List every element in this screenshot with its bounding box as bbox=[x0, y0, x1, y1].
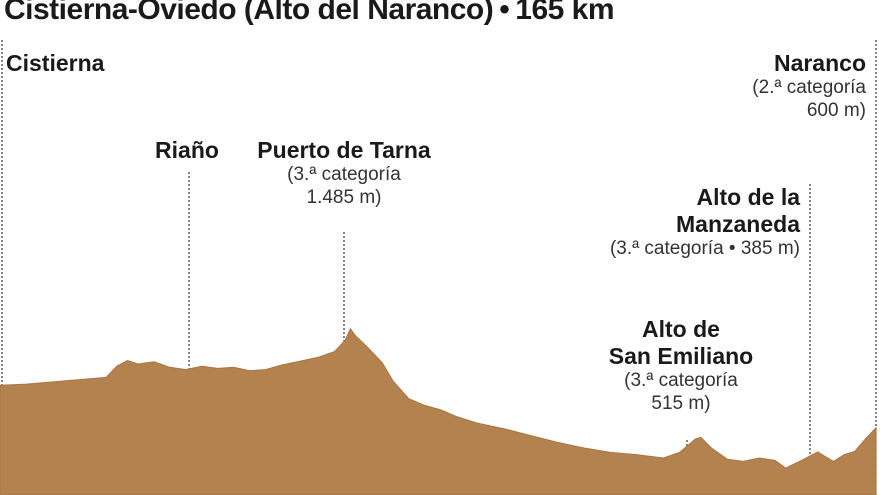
label-name-cistierna: Cistierna bbox=[6, 50, 105, 76]
label-riano: Riaño bbox=[155, 137, 219, 164]
label-category-naranco: (2.ª categoría bbox=[752, 77, 866, 99]
label-name-san-emiliano: San Emiliano bbox=[608, 343, 754, 370]
label-tarna: Puerto de Tarna (3.ª categoría 1.485 m) bbox=[257, 137, 430, 209]
label-name-manzaneda: Manzaneda bbox=[676, 211, 800, 238]
label-category-manzaneda: (3.ª categoría • 385 m) bbox=[609, 238, 800, 260]
label-category-naranco: 600 m) bbox=[806, 99, 866, 121]
label-name-manzaneda: Alto de la bbox=[696, 184, 800, 210]
title-distance: 165 km bbox=[515, 0, 615, 26]
elevation-area bbox=[0, 327, 877, 495]
title-route: Cistierna-Oviedo (Alto del Naranco) bbox=[4, 0, 494, 26]
label-category-tarna: 1.485 m) bbox=[306, 186, 382, 208]
label-category-san-emiliano: (3.ª categoría bbox=[624, 370, 738, 392]
label-name-san-emiliano: Alto de bbox=[642, 316, 720, 342]
label-name-riano: Riaño bbox=[155, 137, 219, 163]
label-name-tarna: Puerto de Tarna bbox=[257, 137, 431, 163]
label-name-naranco: Naranco bbox=[773, 50, 866, 76]
chart-title: Cistierna-Oviedo (Alto del Naranco) • 165 … bbox=[4, 0, 615, 28]
label-category-tarna: (3.ª categoría bbox=[287, 164, 401, 186]
label-san-emiliano: Alto de San Emiliano (3.ª categoría 515 m) bbox=[609, 316, 753, 415]
label-cistierna: Cistierna bbox=[6, 50, 104, 77]
label-manzaneda: Alto de la Manzaneda (3.ª categoría • 385 … bbox=[610, 184, 800, 261]
label-naranco: Naranco (2.ª categoría 600 m) bbox=[752, 50, 866, 122]
label-category-san-emiliano: 515 m) bbox=[651, 392, 711, 414]
title-separator: • bbox=[499, 0, 510, 26]
